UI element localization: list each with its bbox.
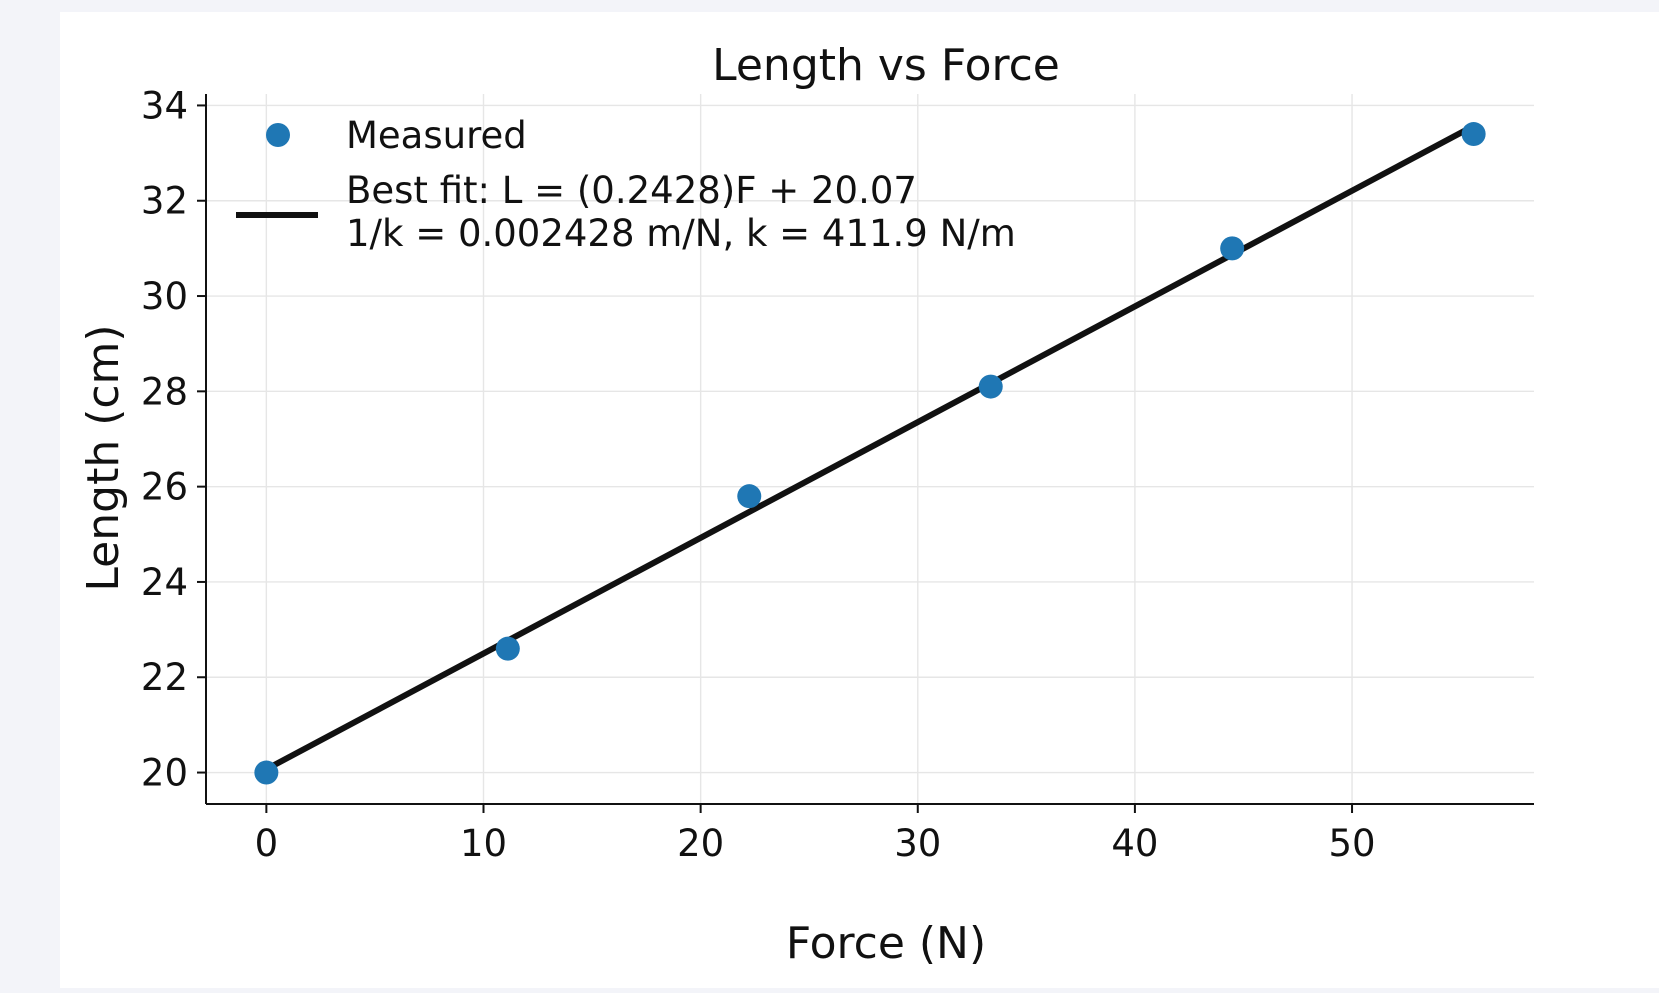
data-point [495, 636, 520, 661]
x-tick-label: 0 [255, 822, 279, 865]
legend: Measured Best fit: L = (0.2428)F + 20.07… [236, 114, 1016, 255]
y-axis-label: Length (cm) [78, 324, 129, 591]
legend-label-measured: Measured [346, 114, 527, 157]
spines [205, 94, 1534, 805]
y-tick-label: 24 [141, 561, 188, 604]
legend-label-best-fit-line2: 1/k = 0.002428 m/N, k = 411.9 N/m [346, 212, 1016, 255]
series [254, 122, 1486, 785]
grid [206, 94, 1534, 804]
y-tick-label: 30 [141, 275, 188, 318]
chart-svg: 0 10 20 30 40 50 20 22 24 26 28 30 32 34 Length vs Fo… [78, 40, 1534, 969]
data-point [1220, 236, 1245, 261]
y-tick-label: 22 [141, 656, 188, 699]
x-axis-label: Force (N) [786, 918, 986, 969]
y-tick-label: 26 [141, 466, 188, 509]
x-tick-label: 30 [894, 822, 941, 865]
x-tick-label: 20 [677, 822, 724, 865]
y-tick-label: 34 [141, 84, 188, 127]
legend-label-best-fit: Best fit: L = (0.2428)F + 20.07 [346, 169, 917, 212]
legend-marker-measured [266, 123, 290, 147]
x-tick-label: 10 [460, 822, 507, 865]
data-point [978, 374, 1003, 399]
y-tick-label: 20 [141, 752, 188, 795]
data-point [254, 760, 279, 785]
y-tick-label: 32 [141, 180, 188, 223]
chart-title: Length vs Force [712, 40, 1060, 91]
data-point [1461, 122, 1486, 147]
best-fit-line [264, 123, 1476, 772]
y-tick-label: 28 [141, 370, 188, 413]
chart-figure: 0 10 20 30 40 50 20 22 24 26 28 30 32 34 Length vs Fo… [60, 12, 1659, 988]
x-tick-label: 40 [1111, 822, 1158, 865]
ticks: 0 10 20 30 40 50 20 22 24 26 28 30 32 34 [141, 84, 1376, 865]
x-tick-label: 50 [1328, 822, 1375, 865]
data-point [737, 484, 762, 509]
